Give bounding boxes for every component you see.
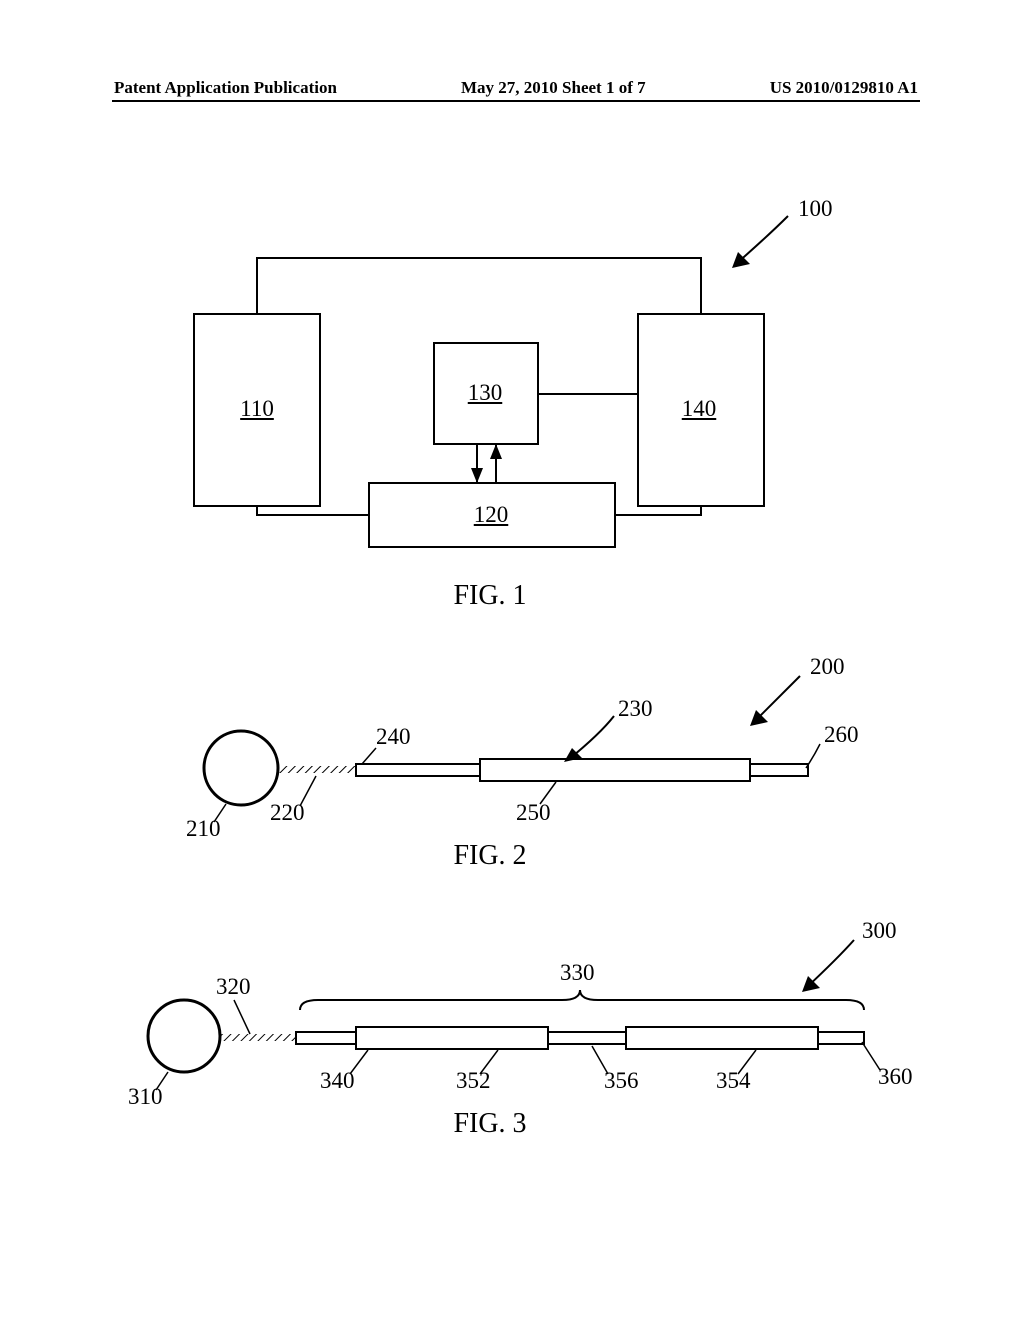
fig3-l340: 340 xyxy=(320,1068,355,1094)
fig3-l330: 330 xyxy=(560,960,595,986)
fig3-l320: 320 xyxy=(216,974,251,1000)
fig3-ref-overall: 300 xyxy=(862,918,897,944)
fig3-l310: 310 xyxy=(128,1084,163,1110)
fig3-l360: 360 xyxy=(878,1064,913,1090)
fig3-l354: 354 xyxy=(716,1068,751,1094)
fig3-l352: 352 xyxy=(456,1068,491,1094)
fig3-caption: FIG. 3 xyxy=(430,1108,550,1140)
fig3-wrap xyxy=(0,0,1024,1200)
patent-page: Patent Application Publication May 27, 2… xyxy=(0,0,1024,1320)
fig3-l356: 356 xyxy=(604,1068,639,1094)
